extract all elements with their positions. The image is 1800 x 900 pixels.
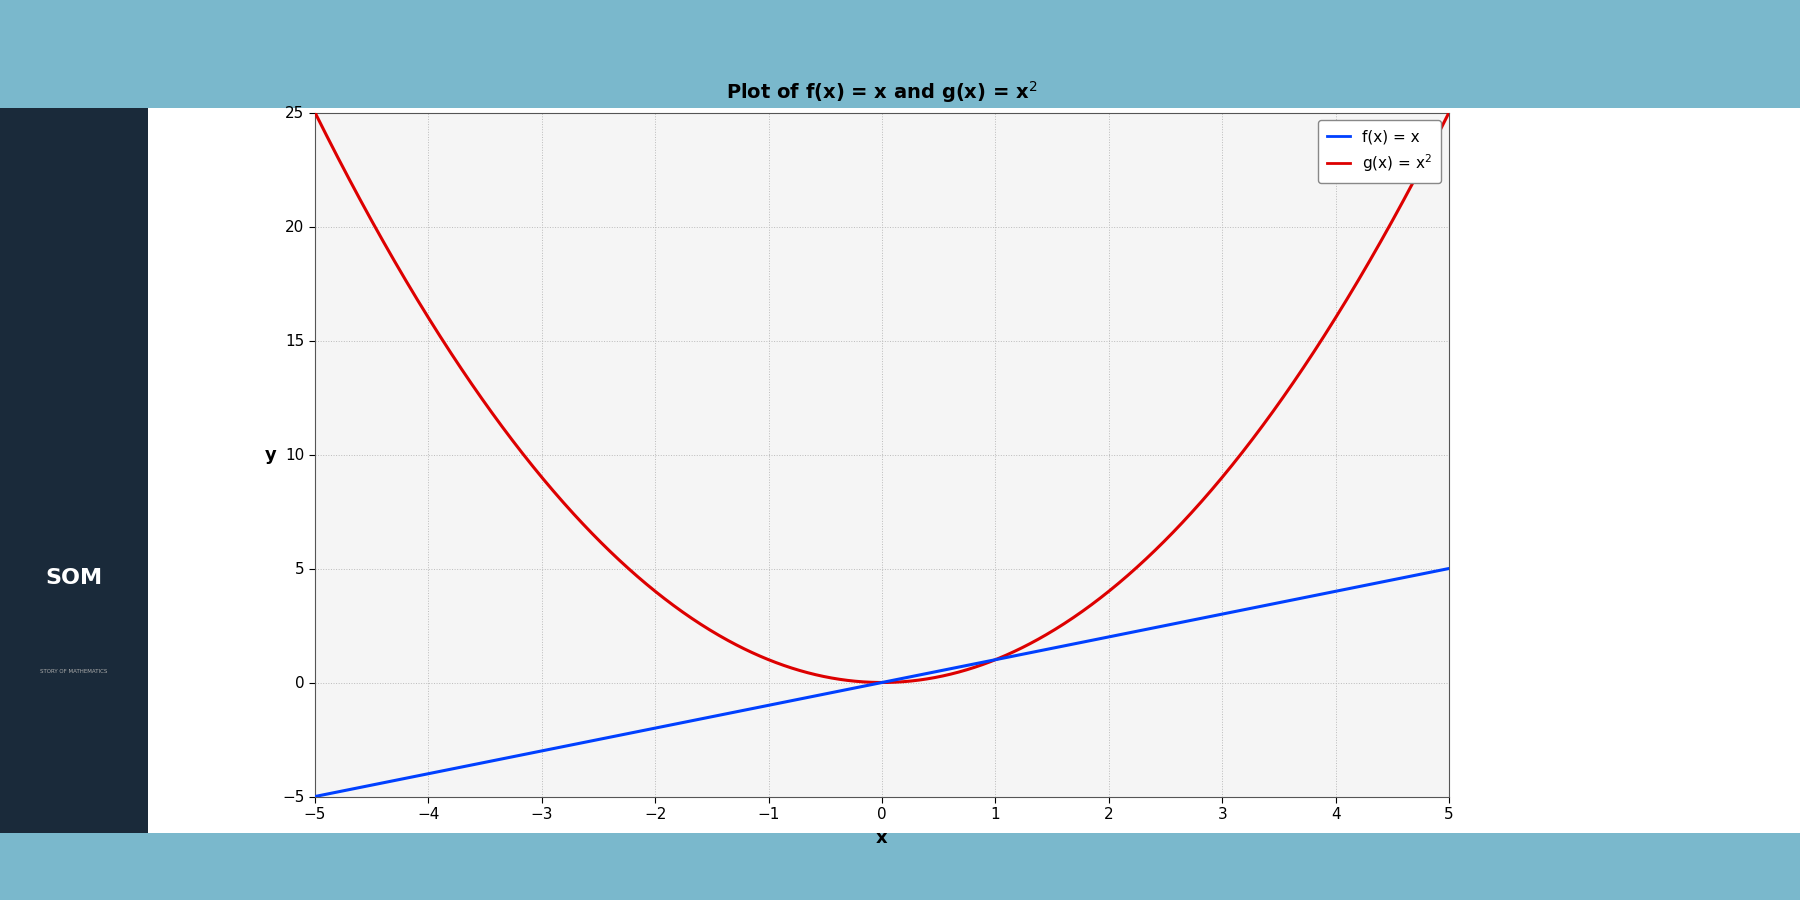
Bar: [0, 108, 148, 832]
g(x) = x$^2$: [1190, 498, 1211, 508]
g(x) = x$^2$: [419, 316, 441, 327]
Bar: [0, 832, 1800, 900]
Text: SOM: SOM: [45, 568, 103, 588]
f(x) = x: [1438, 563, 1460, 574]
f(x) = x: [1084, 634, 1105, 645]
Legend: f(x) = x, g(x) = x$^2$: f(x) = x, g(x) = x$^2$: [1318, 120, 1442, 183]
f(x) = x: [1210, 609, 1231, 620]
g(x) = x$^2$: [871, 677, 893, 688]
f(x) = x: [763, 699, 785, 710]
f(x) = x: [803, 690, 824, 701]
Y-axis label: y: y: [265, 446, 277, 464]
Text: STORY OF MATHEMATICS: STORY OF MATHEMATICS: [40, 669, 108, 674]
g(x) = x$^2$: [1210, 473, 1231, 484]
f(x) = x: [304, 791, 326, 802]
g(x) = x$^2$: [1084, 597, 1105, 608]
Line: f(x) = x: f(x) = x: [315, 569, 1449, 796]
Line: g(x) = x$^2$: g(x) = x$^2$: [315, 112, 1449, 682]
g(x) = x$^2$: [1438, 107, 1460, 118]
g(x) = x$^2$: [304, 107, 326, 118]
f(x) = x: [1188, 613, 1210, 624]
g(x) = x$^2$: [763, 656, 785, 667]
Bar: [0, 0, 1800, 108]
g(x) = x$^2$: [803, 669, 824, 680]
f(x) = x: [419, 768, 441, 778]
Title: Plot of f(x) = x and g(x) = x$^2$: Plot of f(x) = x and g(x) = x$^2$: [725, 79, 1039, 104]
X-axis label: x: x: [877, 829, 887, 847]
